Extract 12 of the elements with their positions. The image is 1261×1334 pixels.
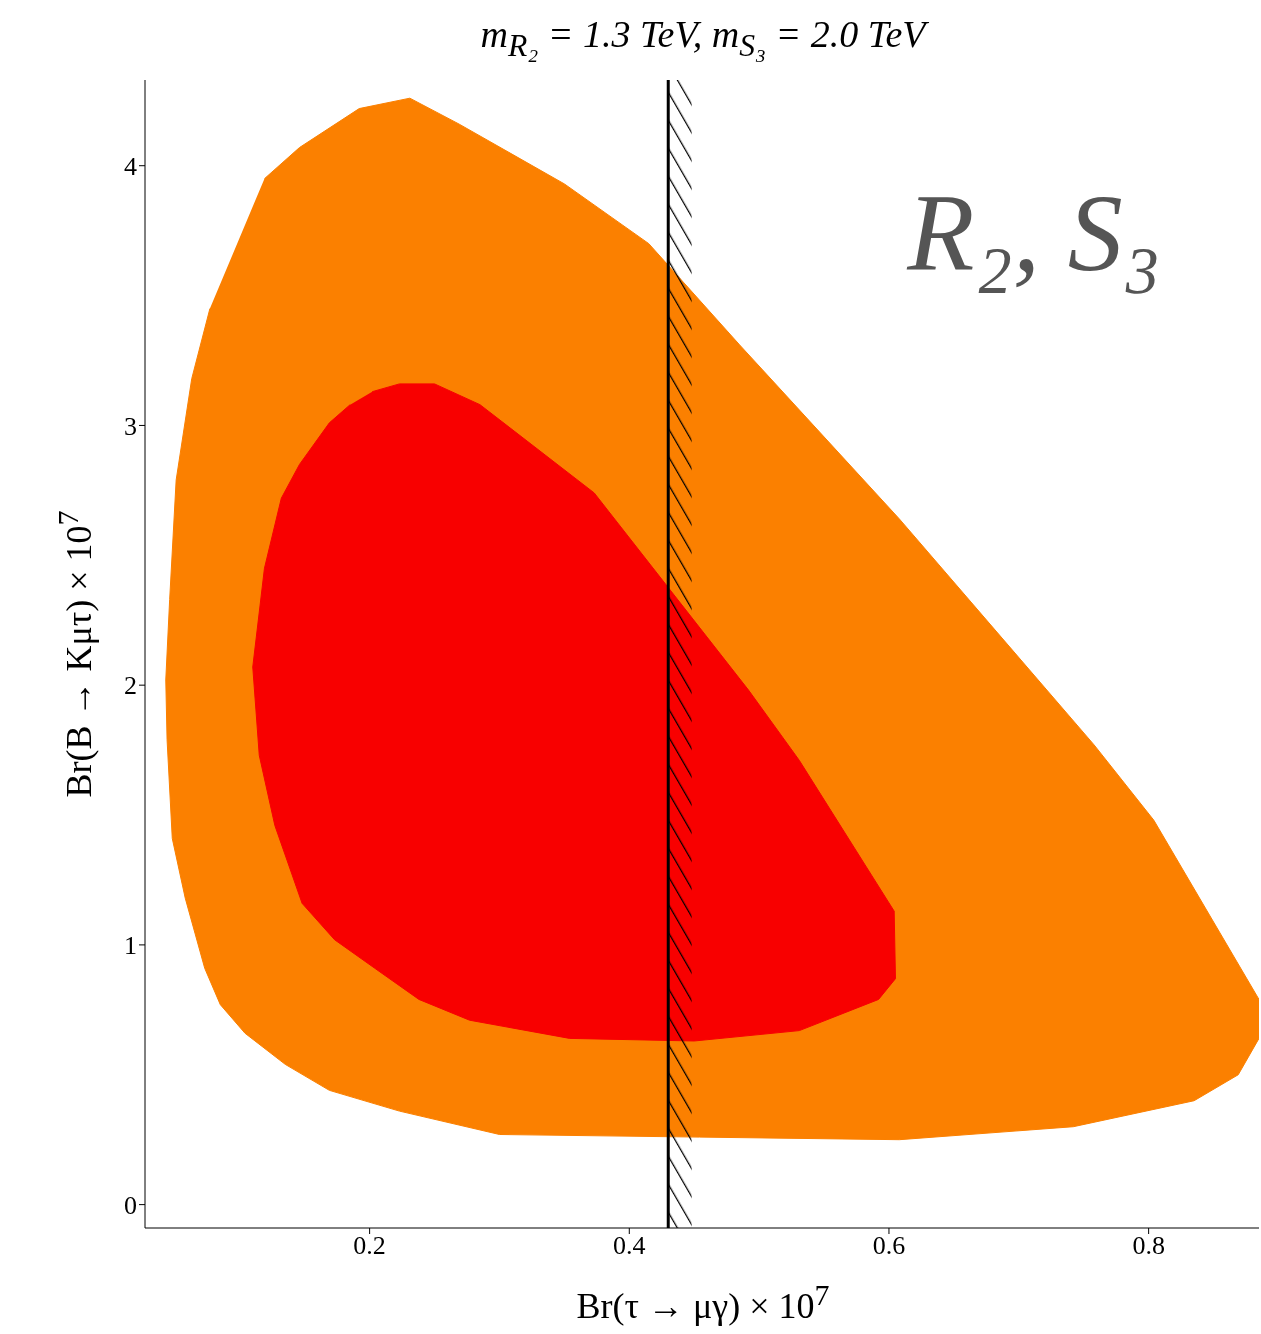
y-tick-label: 0 [124, 1190, 137, 1220]
y-tick-label: 2 [124, 671, 137, 701]
y-tick-label: 4 [124, 151, 137, 181]
x-tick-label: 0.8 [1132, 1231, 1165, 1261]
y-tick-label: 1 [124, 931, 137, 961]
chart-title: m$_{R₂}$ = 1.3 TeV, m$_{S₃}$ = 2.0 TeV [479, 12, 930, 64]
y-tick-label: 3 [124, 411, 137, 441]
x-axis-title: Br(τ → μγ) × 10$^{7}$ [575, 1278, 831, 1327]
x-tick-label: 0.4 [613, 1231, 646, 1261]
x-tick-label: 0.2 [353, 1231, 386, 1261]
annotation: R₂, S₃ [907, 171, 1161, 296]
x-tick-label: 0.6 [872, 1231, 906, 1261]
